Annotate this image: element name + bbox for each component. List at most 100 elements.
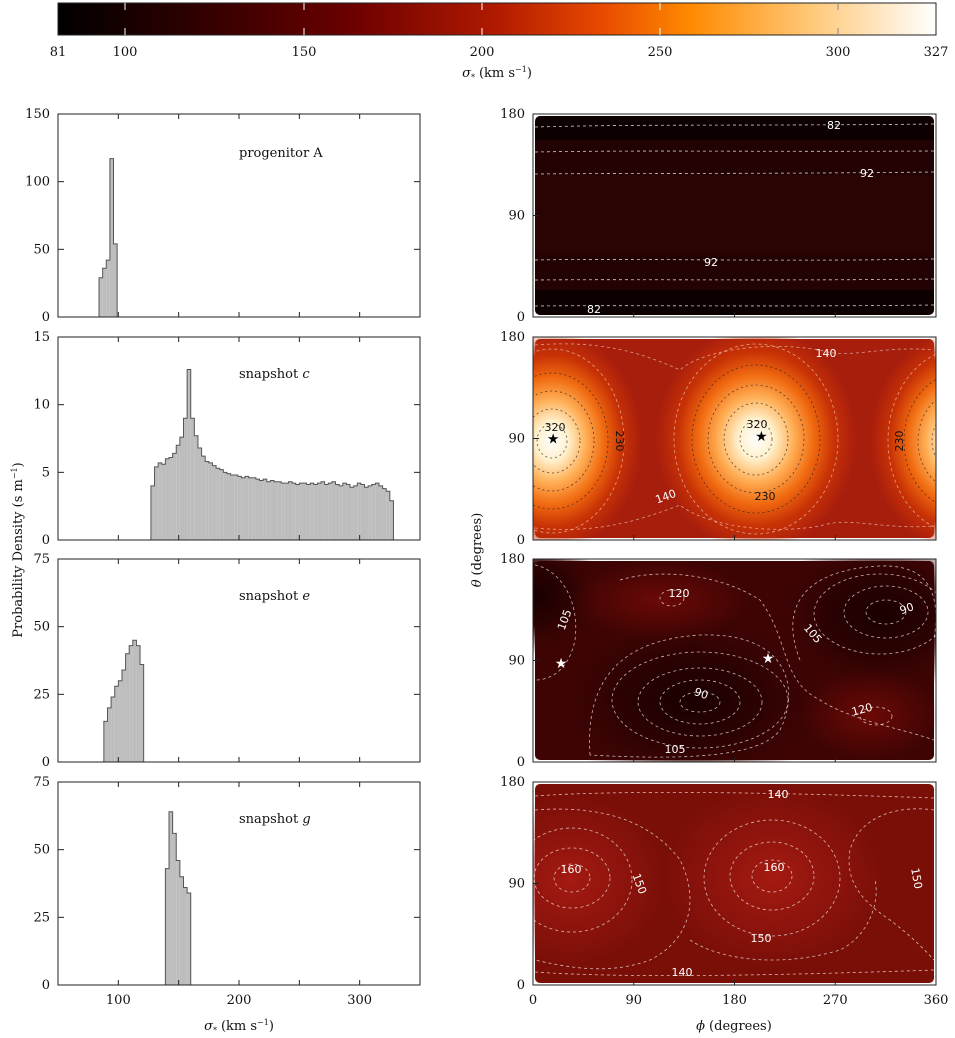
histogram-bar	[306, 484, 311, 540]
histogram-bar	[360, 484, 365, 540]
colorbar-tick-label: 327	[924, 45, 949, 60]
histogram-bar	[125, 653, 130, 762]
contour-lines	[534, 123, 935, 307]
contour-label: 105	[665, 743, 686, 756]
histogram-bar	[109, 158, 114, 317]
y-ticks: 0 25 50 75	[33, 552, 421, 770]
y-ticks: 0 50 100 150	[25, 107, 421, 325]
y-tick-label: 0	[42, 310, 50, 325]
y-tick-label: 0	[42, 978, 50, 993]
contour-label: 160	[561, 863, 582, 876]
histogram-bar	[172, 833, 177, 985]
histogram-bar	[230, 475, 235, 540]
x-tick-label: 360	[924, 993, 949, 1008]
colorbar-tick-label: 100	[113, 45, 138, 60]
y-tick-label: 100	[25, 175, 50, 190]
x-ticks: 0 90 180 270 360	[529, 993, 949, 1008]
histogram-bar	[161, 464, 166, 540]
histogram-bar	[263, 479, 267, 540]
panel-annotation: snapshot g	[239, 812, 311, 827]
histogram-bar	[324, 484, 329, 540]
contour-label: 90	[898, 600, 916, 617]
histogram-bar	[350, 487, 354, 540]
histogram-bar	[364, 487, 369, 540]
contour-lines	[533, 791, 935, 977]
star-marker: ★	[755, 429, 768, 445]
y-tick-label: 50	[33, 242, 50, 257]
histogram-bar	[386, 491, 390, 540]
histogram-bar	[241, 477, 246, 540]
histogram-bar	[140, 664, 144, 762]
histogram-bar	[187, 369, 191, 540]
histogram-bar	[339, 485, 343, 540]
y-ticks: 0 25 50 75	[33, 775, 421, 993]
histogram-bar	[389, 500, 394, 540]
histogram-panel: 0 5 10 15 snapshot c	[33, 330, 421, 548]
histogram-bar	[288, 481, 293, 540]
histogram-outline	[98, 158, 118, 317]
histogram-bar	[102, 268, 107, 317]
contour-label: 90	[692, 685, 710, 702]
y-tick-label: 0	[42, 533, 50, 548]
histogram-bar	[270, 480, 274, 540]
histogram-bar	[335, 484, 340, 540]
histogram-bar	[328, 483, 332, 540]
histogram-bar	[176, 445, 180, 540]
colorbar: 81 100 150 200 250 300 327 σ* (km s−1)	[50, 2, 949, 82]
histogram-bar	[172, 453, 177, 540]
histogram-bar	[201, 456, 206, 540]
histogram-bar	[237, 476, 242, 540]
contour-label: 120	[850, 701, 874, 719]
histogram-bar	[165, 458, 170, 540]
contour-label: 230	[893, 431, 906, 452]
histogram-panel: 0 25 50 75 snapshot g	[33, 775, 421, 993]
star-markers: ★ ★	[547, 429, 768, 447]
y-tick-label: 90	[508, 877, 525, 892]
map-field	[533, 784, 935, 983]
histogram-bar	[219, 469, 224, 540]
histogram-bar	[371, 484, 376, 540]
y-ticks: 0 5 10 15	[33, 330, 421, 548]
histogram-bar	[113, 243, 118, 317]
y-tick-label: 50	[33, 843, 50, 858]
x-tick-label: 100	[106, 993, 131, 1008]
histogram-bar	[129, 645, 133, 762]
histogram-bar	[183, 887, 188, 985]
y-tick-label: 50	[33, 620, 50, 635]
histogram-bar	[252, 477, 256, 540]
histogram-bars	[98, 158, 118, 317]
y-tick-label: 90	[508, 654, 525, 669]
contour-label: 320	[545, 421, 566, 434]
y-tick-label: 25	[33, 910, 50, 925]
histogram-bar	[158, 462, 162, 540]
x-tick-label: 0	[529, 993, 537, 1008]
y-tick-label: 0	[517, 310, 525, 325]
colorbar-ticks	[124, 3, 839, 35]
histogram-bar	[103, 721, 108, 762]
x-tick-label: 270	[823, 993, 848, 1008]
histogram-bar	[248, 477, 253, 540]
colorbar-tick-label: 200	[470, 45, 495, 60]
y-tick-label: 10	[33, 398, 50, 413]
star-marker: ★	[555, 656, 568, 672]
histogram-bar	[281, 483, 285, 540]
histogram-bar	[321, 481, 325, 540]
x-tick-label: 90	[625, 993, 642, 1008]
contour-lines-inner	[533, 364, 936, 514]
histogram-bar	[223, 472, 227, 540]
histogram-bar	[245, 476, 249, 540]
panel-annotation: snapshot c	[239, 367, 310, 382]
histogram-bar	[299, 483, 303, 540]
y-tick-label: 180	[500, 775, 525, 790]
histogram-bar	[234, 475, 238, 540]
histogram-bar	[295, 484, 300, 540]
y-tick-label: 0	[42, 755, 50, 770]
star-markers: ★ ★	[555, 651, 775, 672]
y-tick-label: 150	[25, 107, 50, 122]
contour-label: 230	[755, 490, 776, 503]
x-tick-label: 180	[722, 993, 747, 1008]
colorbar-tick-label: 300	[826, 45, 851, 60]
contour-label: 82	[587, 303, 601, 316]
